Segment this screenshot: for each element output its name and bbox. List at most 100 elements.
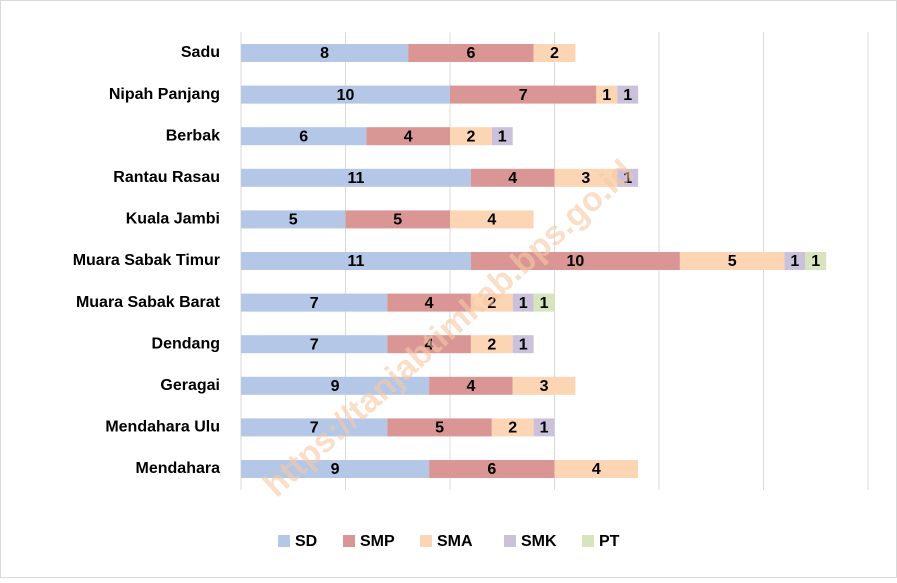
bar-segment [241, 44, 409, 62]
data-label: 1 [540, 420, 549, 437]
bar-segment [387, 335, 471, 354]
data-label: 1 [811, 253, 820, 270]
data-label: 2 [487, 336, 496, 353]
bar-segment [470, 335, 513, 354]
data-label: 11 [347, 253, 364, 270]
data-label: 1 [790, 253, 799, 270]
data-label: 5 [435, 420, 444, 437]
category-label: Geragai [160, 377, 220, 394]
legend-swatch [343, 535, 355, 547]
bar-segment [408, 44, 534, 62]
legend-swatch [420, 535, 432, 547]
bar-segment [617, 85, 639, 104]
bar-segment [450, 210, 534, 229]
bar-segment [241, 85, 450, 104]
data-label: 3 [581, 170, 590, 187]
bar-segment [241, 335, 388, 354]
data-label: 4 [425, 295, 434, 312]
data-label: 1 [540, 295, 549, 312]
data-label: 7 [310, 336, 319, 353]
category-label: Berbak [166, 127, 220, 144]
data-label: 9 [331, 461, 340, 478]
data-label: 5 [393, 212, 402, 229]
bar-segment [554, 168, 618, 187]
bar-segment [470, 293, 513, 312]
data-label: 1 [519, 295, 528, 312]
legend-label: PT [599, 533, 620, 550]
legend-swatch [504, 535, 516, 547]
data-label: 7 [310, 420, 319, 437]
bar-segment [241, 376, 430, 395]
data-label: 4 [466, 378, 475, 395]
data-label: 9 [331, 378, 340, 395]
bar-segment [491, 127, 513, 146]
bar-segment [241, 293, 388, 312]
data-label: 4 [404, 128, 413, 145]
data-label: 5 [728, 253, 737, 270]
category-label: Kuala Jambi [126, 211, 220, 228]
bar-segment [241, 127, 367, 146]
data-label: 1 [623, 170, 632, 187]
data-label: 11 [347, 170, 364, 187]
data-label: 10 [337, 87, 355, 104]
legend-label: SMA [437, 533, 473, 550]
data-label: 6 [487, 461, 496, 478]
category-label: Nipah Panjang [109, 86, 220, 103]
bar-segment [805, 252, 827, 270]
category-label: Dendang [152, 335, 220, 352]
data-label: 1 [519, 336, 528, 353]
bar-segment [429, 376, 513, 395]
bar-segment [241, 168, 471, 187]
data-label: 10 [567, 253, 585, 270]
data-label: 4 [425, 336, 434, 353]
bar-segment [679, 252, 785, 270]
data-label: 2 [550, 45, 559, 62]
data-label: 7 [519, 87, 528, 104]
data-label: 4 [508, 170, 517, 187]
bar-segment [366, 127, 450, 146]
bar-segment [470, 168, 555, 187]
data-label: 4 [592, 461, 601, 478]
legend-label: SD [295, 533, 317, 550]
bar-segment [617, 168, 639, 187]
bar-segment [533, 418, 555, 437]
legend: SD SMP SMA SMK PT [278, 533, 620, 550]
data-label: 1 [498, 128, 507, 145]
bar-segment [387, 293, 471, 312]
legend-swatch [278, 535, 290, 547]
bar-segment [512, 335, 534, 354]
category-label: Rantau Rasau [113, 169, 220, 186]
bar-segment [512, 293, 534, 312]
bar-segment [345, 210, 450, 229]
bar-segment [784, 252, 806, 270]
data-label: 6 [466, 45, 475, 62]
data-label: 5 [289, 212, 298, 229]
data-label: 6 [299, 128, 308, 145]
bar-segment [241, 210, 346, 229]
legend-label: SMK [521, 533, 557, 550]
legend-swatch [582, 535, 594, 547]
bar-segment [450, 127, 492, 146]
data-label: 1 [602, 87, 611, 104]
bar-segment [241, 460, 430, 478]
category-label: Muara Sabak Barat [76, 294, 221, 311]
bar-segment [387, 418, 492, 437]
data-label: 8 [320, 45, 329, 62]
data-label: 7 [310, 295, 319, 312]
bar-segment [533, 44, 576, 62]
category-label: Sadu [181, 44, 220, 61]
bar-segment [241, 252, 471, 270]
bar-segment [596, 85, 618, 104]
bar-segment [512, 376, 576, 395]
data-label: 3 [540, 378, 549, 395]
data-label: 1 [623, 87, 632, 104]
data-label: 4 [487, 212, 496, 229]
bar-segment [470, 252, 680, 270]
bar-segment [533, 293, 555, 312]
bar-segment [429, 460, 555, 478]
bar-segment [241, 418, 388, 437]
category-label: Mendahara Ulu [105, 419, 220, 436]
data-label: 2 [487, 295, 496, 312]
